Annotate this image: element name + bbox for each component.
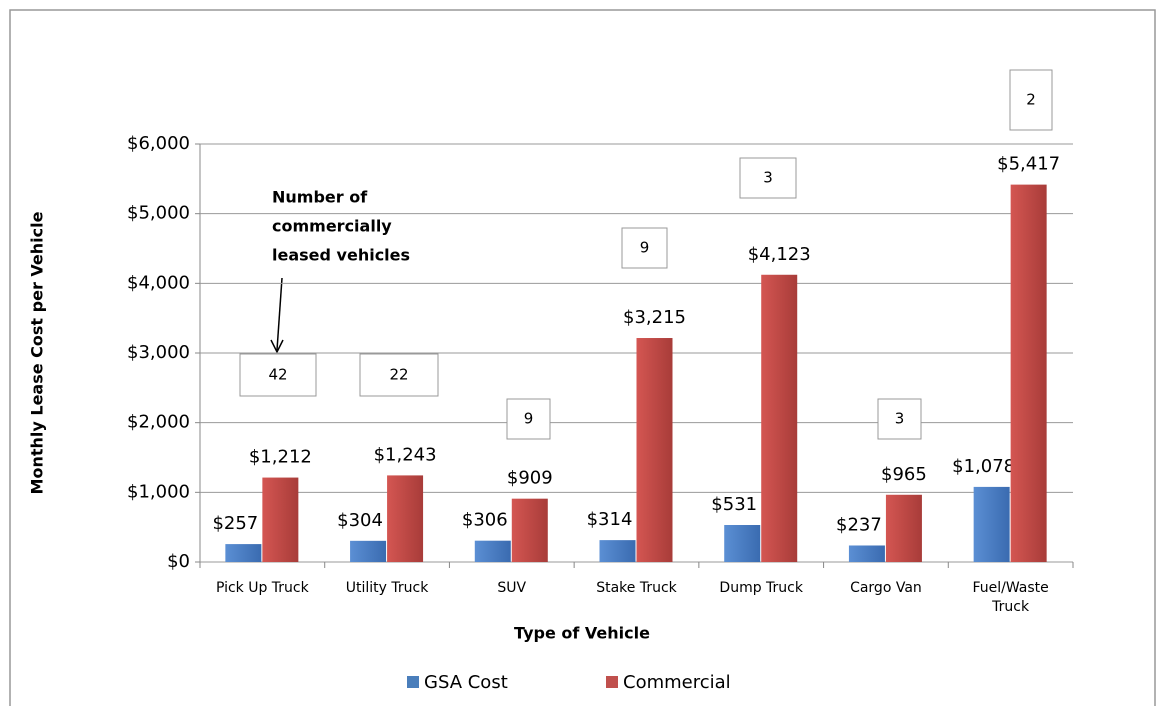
value-label: $965 [881, 464, 927, 485]
frame [9, 9, 1156, 706]
arrow-head [270, 339, 284, 354]
value-label: $304 [337, 510, 383, 531]
x-tick-label: Pick Up Truck [215, 580, 309, 596]
legend-swatch [407, 676, 419, 688]
count-box [1009, 69, 1053, 131]
bar [350, 540, 387, 562]
x-tick-label: Utility Truck [345, 580, 429, 596]
legend-swatch [606, 676, 618, 688]
x-tick-label: SUV [497, 580, 527, 596]
y-tick-label: $4,000 [127, 272, 190, 293]
bar [636, 338, 673, 562]
bar [225, 544, 262, 562]
bar [511, 498, 548, 562]
value-label: $5,417 [997, 154, 1060, 175]
value-label: $1,078 [952, 456, 1015, 477]
bar [761, 274, 798, 562]
y-tick-label: $1,000 [127, 481, 190, 502]
count-label: 9 [640, 239, 650, 257]
value-label: $4,123 [748, 244, 811, 265]
annotation: Number of [272, 188, 368, 207]
count-box [506, 398, 551, 440]
value-label: $1,212 [249, 447, 312, 468]
count-box [359, 353, 439, 397]
value-label: $314 [587, 509, 633, 530]
bar [973, 486, 1010, 562]
value-label: $306 [462, 510, 508, 531]
x-tick-label: Fuel/Waste Truck [972, 580, 1049, 615]
count-label: 2 [1026, 91, 1036, 109]
value-label: $257 [212, 513, 258, 534]
count-box [239, 353, 317, 397]
value-label: $531 [711, 494, 757, 515]
bar [885, 494, 922, 562]
count-box [621, 227, 668, 269]
x-tick-label: Cargo Van [850, 580, 922, 596]
count-label: 3 [763, 169, 773, 187]
bar [724, 525, 761, 562]
bar [1010, 184, 1047, 562]
bar [599, 540, 636, 562]
count-label: 9 [524, 410, 534, 428]
annotation: commercially [272, 217, 392, 236]
y-tick-label: $5,000 [127, 203, 190, 224]
bar [848, 545, 885, 562]
count-label: 3 [895, 410, 905, 428]
count-box [739, 157, 797, 199]
legend-label: Commercial [623, 672, 731, 693]
count-box [877, 398, 922, 440]
y-tick-label: $6,000 [127, 133, 190, 154]
value-label: $237 [836, 514, 882, 535]
x-tick-label: Stake Truck [596, 580, 677, 596]
y-axis-title: Monthly Lease Cost per Vehicle [28, 211, 47, 494]
value-label: $909 [507, 468, 553, 489]
annotation-arrow [276, 277, 283, 351]
bar [262, 477, 299, 562]
x-tick-label: Dump Truck [719, 580, 803, 596]
legend-label: GSA Cost [424, 672, 508, 693]
y-tick-label: $2,000 [127, 412, 190, 433]
bar [474, 540, 511, 562]
x-axis-title: Type of Vehicle [514, 624, 650, 643]
value-label: $1,243 [374, 444, 437, 465]
count-label: 42 [268, 366, 287, 384]
y-tick-label: $0 [167, 551, 190, 572]
bar [387, 475, 424, 562]
value-label: $3,215 [623, 307, 686, 328]
count-label: 22 [389, 366, 408, 384]
y-tick-label: $3,000 [127, 342, 190, 363]
annotation: leased vehicles [272, 246, 410, 265]
